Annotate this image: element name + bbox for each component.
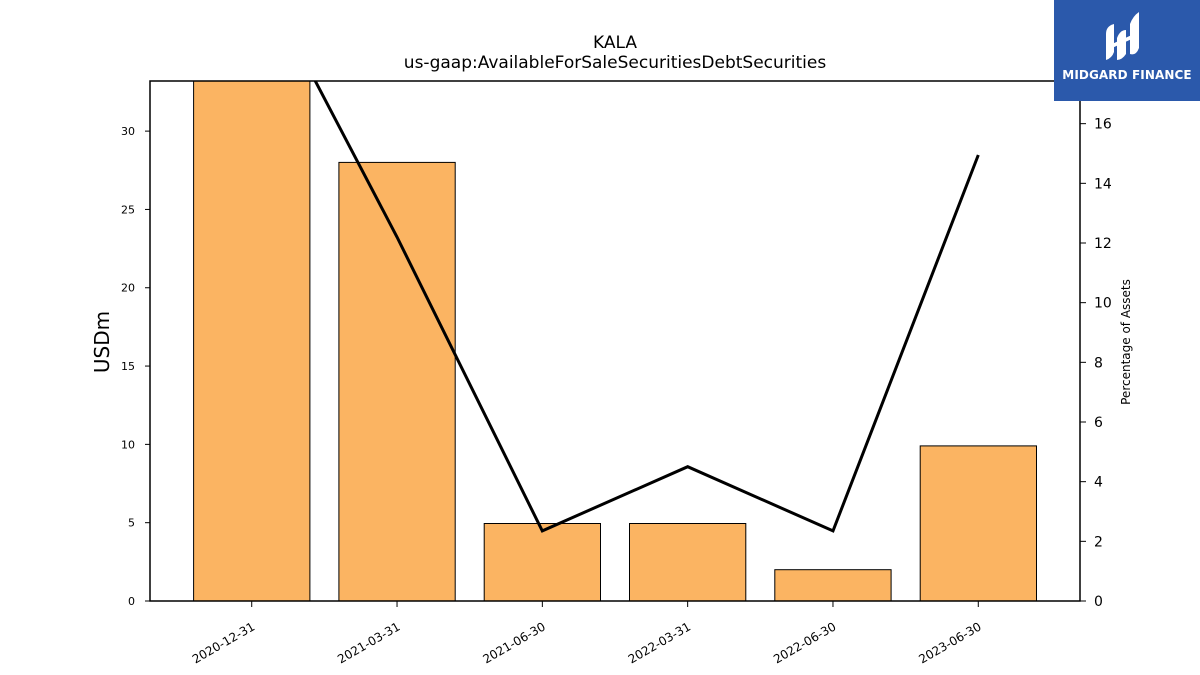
y-axis-label: USDm: [90, 311, 114, 373]
y-tick-label: 10: [121, 438, 135, 451]
y-tick-label: 30: [121, 125, 135, 138]
x-tick-label: 2021-06-30: [480, 619, 547, 666]
y2-tick-label: 0: [1094, 594, 1103, 610]
brand-logo: MIDGARD FINANCE: [1054, 0, 1200, 101]
bar: [483, 523, 602, 601]
line-group: [313, 81, 980, 533]
y-tick-label: 20: [121, 282, 135, 295]
bar: [338, 161, 456, 601]
bar: [774, 569, 892, 601]
y2-tick-label: 4: [1094, 475, 1103, 491]
logo-text: MIDGARD FINANCE: [1062, 68, 1192, 82]
y2-tick-label: 2: [1094, 534, 1103, 550]
x-tick-label: 2023-06-30: [916, 619, 983, 666]
y-tick-label: 25: [121, 203, 135, 216]
y2-tick-label: 14: [1094, 176, 1112, 192]
bar: [629, 523, 747, 601]
bars-group: [193, 81, 1038, 601]
y2-tick-label: 16: [1094, 117, 1112, 133]
series-line: [313, 81, 980, 533]
y2-tick-label: 8: [1094, 355, 1103, 371]
y-tick-label: 0: [128, 595, 135, 608]
y-tick-label: 5: [128, 517, 135, 530]
x-tick-label: 2020-12-31: [190, 619, 257, 666]
x-tick-label: 2022-03-31: [626, 619, 693, 666]
y-tick-label: 15: [121, 360, 135, 373]
y2-tick-label: 6: [1094, 415, 1103, 431]
chart-subtitle: us-gaap:AvailableForSaleSecuritiesDebtSe…: [404, 53, 827, 73]
y2-tick-label: 10: [1094, 296, 1112, 312]
chart-title: KALA: [593, 33, 637, 53]
y2-axis-label: Percentage of Assets: [1119, 279, 1133, 405]
x-tick-label: 2022-06-30: [771, 619, 838, 666]
x-tick-label: 2021-03-31: [335, 619, 402, 666]
bar: [193, 81, 311, 601]
bar: [919, 445, 1038, 601]
y2-tick-label: 12: [1094, 236, 1112, 252]
logo-mark-icon: [1106, 12, 1139, 60]
plot-frame: [149, 80, 1081, 602]
